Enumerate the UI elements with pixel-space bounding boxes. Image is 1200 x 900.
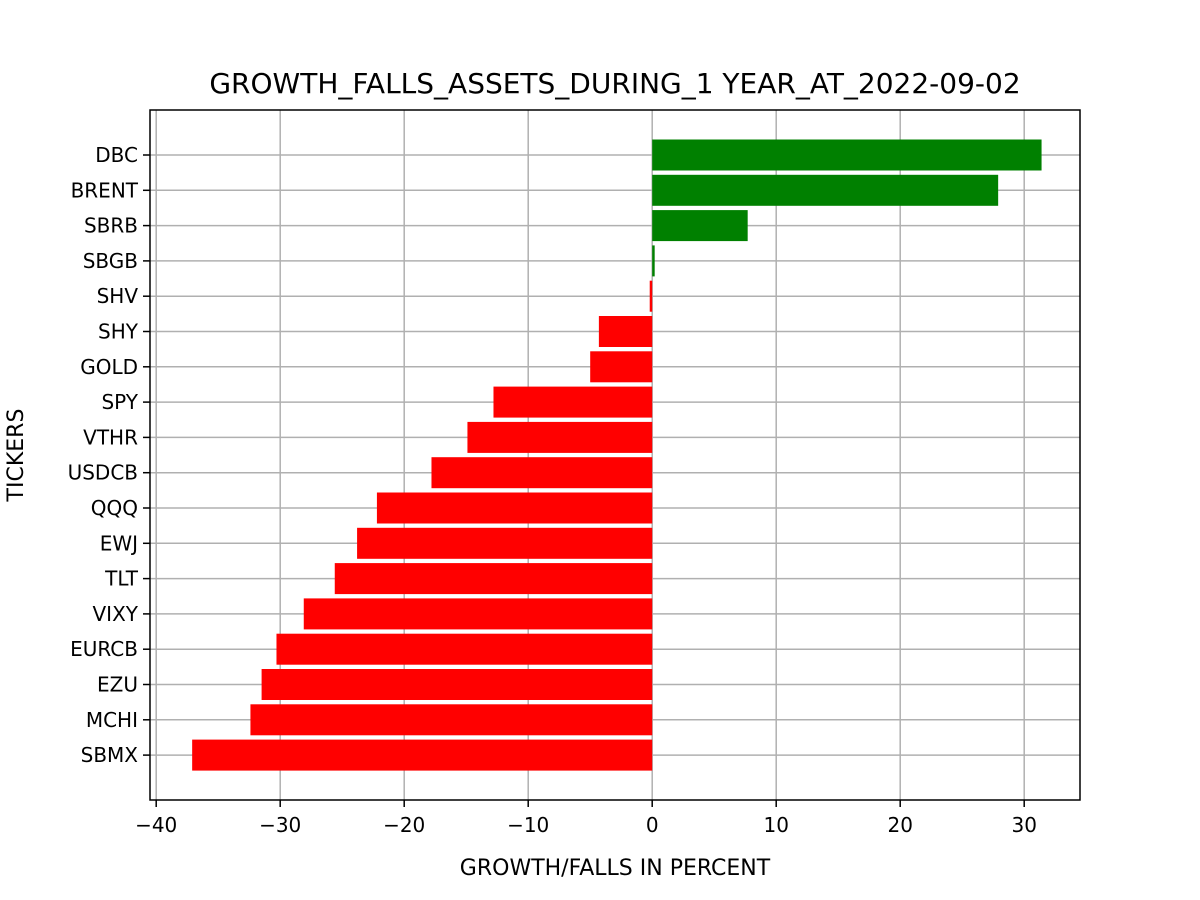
y-tick-label: SHV: [97, 284, 139, 308]
x-tick-label: 30: [1011, 813, 1036, 837]
y-tick-label: SBGB: [83, 249, 138, 273]
y-tick-label: QQQ: [91, 496, 138, 520]
bar-ezu: [261, 669, 653, 700]
x-tick-label: −10: [507, 813, 549, 837]
y-tick-label: SBRB: [84, 214, 138, 238]
x-tick-label: −40: [135, 813, 177, 837]
plot-frame: [149, 109, 1081, 801]
bar-mchi: [250, 704, 653, 736]
bar-usdcb: [431, 457, 653, 489]
bar-eurcb: [276, 633, 653, 665]
x-axis-label: GROWTH/FALLS IN PERCENT: [460, 856, 771, 881]
chart-title: GROWTH_FALLS_ASSETS_DURING_1 YEAR_AT_202…: [209, 67, 1020, 100]
y-tick-label: VIXY: [93, 602, 139, 626]
y-tick-label: MCHI: [86, 708, 138, 732]
y-tick-label: GOLD: [80, 355, 138, 379]
bar-tlt: [334, 563, 653, 595]
bar-gold: [590, 351, 653, 383]
bar-spy: [493, 386, 653, 418]
y-tick-label: DBC: [95, 143, 138, 167]
bar-qqq: [376, 492, 653, 524]
bar-ewj: [357, 527, 653, 559]
bar-sbmx: [192, 739, 653, 771]
y-tick-label: EURCB: [70, 637, 138, 661]
bar-brent: [652, 174, 999, 206]
bar-vthr: [467, 421, 653, 453]
y-tick-label: SBMX: [81, 743, 139, 767]
y-tick-label: SPY: [101, 390, 138, 414]
y-tick-label: BRENT: [71, 178, 139, 202]
y-tick-label: EWJ: [100, 531, 138, 555]
y-axis-ticks: DBC BRENT SBRB SBGB SHV SHY GOLD SPY VTHR USDCB QQ…: [68, 143, 150, 767]
x-tick-label: −20: [383, 813, 425, 837]
bar-dbc: [652, 139, 1042, 171]
x-axis-ticks: −40 −30 −20 −10 0 10 20 30: [135, 800, 1037, 837]
y-axis-label: TICKERS: [4, 409, 29, 503]
y-tick-label: SHY: [98, 320, 139, 344]
y-tick-label: TLT: [104, 567, 139, 591]
x-tick-label: 10: [763, 813, 788, 837]
bar-shv: [649, 280, 653, 312]
bar-vixy: [303, 598, 653, 630]
bars: [192, 139, 1042, 771]
y-tick-label: VTHR: [83, 425, 138, 449]
x-tick-label: 0: [646, 813, 659, 837]
bar-shy: [598, 316, 653, 347]
y-tick-label: EZU: [97, 673, 138, 697]
y-tick-label: USDCB: [68, 461, 138, 485]
x-tick-label: 20: [887, 813, 912, 837]
bar-sbrb: [652, 210, 748, 242]
x-tick-label: −30: [259, 813, 301, 837]
bar-sbgb: [652, 245, 655, 277]
